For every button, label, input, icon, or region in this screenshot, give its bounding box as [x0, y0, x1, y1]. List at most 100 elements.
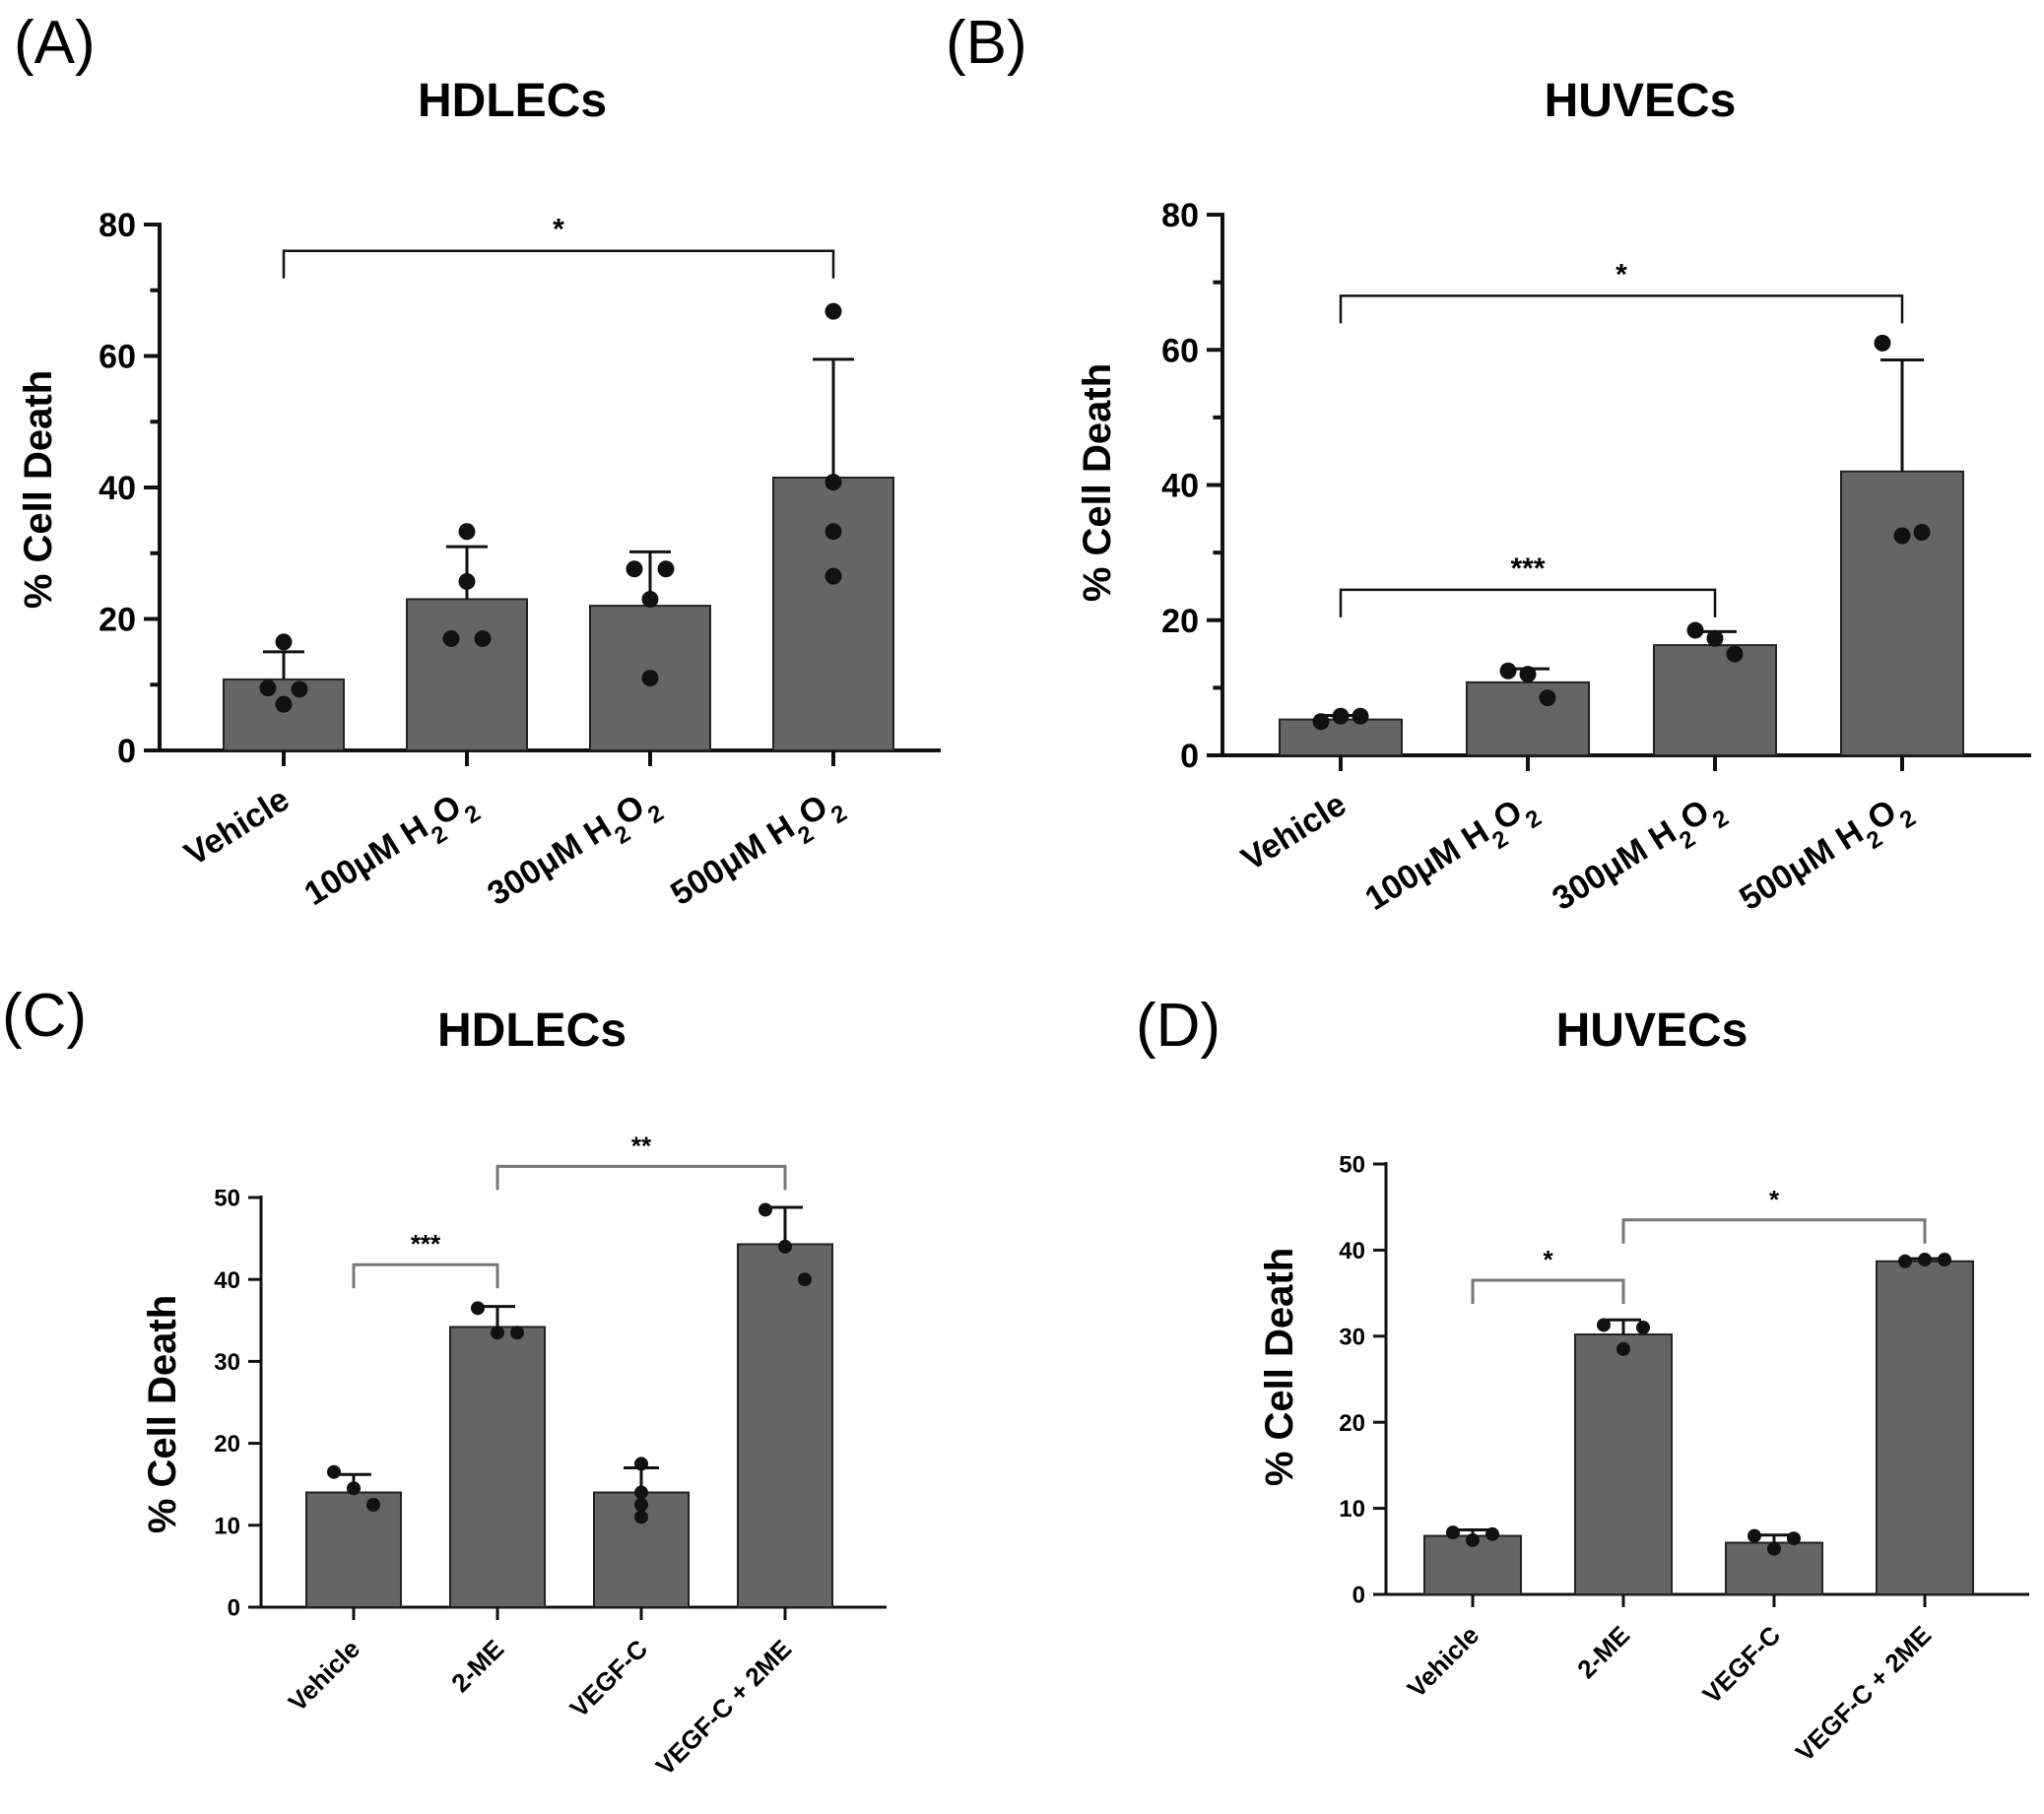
- bar: [305, 1491, 402, 1609]
- data-point: [824, 474, 842, 491]
- panel-a: (A) HDLECs % Cell Death 0 20 40 60 80 Vehicle…: [14, 9, 941, 923]
- data-point: [1898, 1254, 1912, 1268]
- chart-title: HUVECs: [1545, 75, 1737, 127]
- data-point: [1874, 334, 1891, 352]
- data-point: [824, 523, 842, 541]
- data-point: [1446, 1525, 1460, 1540]
- y-tick-label: 40: [1161, 468, 1199, 505]
- data-point: [510, 1326, 524, 1340]
- x-tick-label: 100μM H2O2: [1358, 786, 1546, 928]
- bar: [772, 476, 894, 751]
- y-tick-label: 50: [214, 1186, 240, 1212]
- x-tick-label: Vehicle: [283, 1634, 366, 1717]
- data-point: [275, 633, 293, 651]
- data-point: [458, 523, 476, 541]
- data-point: [641, 590, 659, 608]
- x-tick-label: VEGF-C: [1697, 1620, 1787, 1710]
- data-point: [1636, 1321, 1650, 1335]
- data-point: [366, 1498, 380, 1512]
- data-point: [1519, 666, 1537, 683]
- x-tick-label: VEGF-C + 2ME: [1790, 1620, 1937, 1767]
- panel-letter: (D): [1136, 992, 1220, 1060]
- data-point: [1918, 1253, 1932, 1267]
- y-tick-label: 30: [214, 1349, 240, 1376]
- significance-label: *: [1543, 1245, 1553, 1274]
- panel-c: (C) HDLECs % Cell Death 0 10 20 30 40 50 Vehic…: [2, 982, 887, 1781]
- y-tick-label: 60: [1161, 332, 1199, 369]
- panel-letter: (C): [2, 982, 87, 1050]
- x-tick-label: Vehicle: [178, 781, 297, 874]
- x-tick-label: 100μM H2O2: [297, 781, 485, 923]
- data-point: [641, 670, 659, 687]
- y-tick-label: 40: [1339, 1238, 1365, 1264]
- significance-bracket: [352, 1263, 499, 1289]
- y-axis-label: % Cell Death: [17, 370, 60, 609]
- data-point: [1616, 1341, 1630, 1356]
- x-tick-label: VEGF-C: [564, 1634, 654, 1723]
- y-tick-label: 10: [214, 1513, 240, 1539]
- data-point: [824, 302, 842, 320]
- data-point: [1938, 1253, 1951, 1267]
- data-point: [1686, 621, 1704, 639]
- data-point: [1767, 1541, 1781, 1556]
- y-tick-label: 20: [1161, 603, 1199, 640]
- data-point: [634, 1498, 648, 1512]
- data-point: [471, 1301, 485, 1316]
- data-point: [442, 630, 460, 648]
- bar: [1876, 1260, 1974, 1595]
- significance-bracket: [1339, 294, 1904, 324]
- bar: [1574, 1333, 1673, 1595]
- data-point: [626, 560, 643, 578]
- data-point: [1352, 707, 1369, 725]
- y-tick-label: 20: [214, 1431, 240, 1458]
- data-point: [1312, 713, 1330, 731]
- panel-letter: (A): [14, 9, 96, 77]
- panel-b: (B) HUVECs % Cell Death 0 20 40 60 80 Vehicle…: [946, 9, 2031, 928]
- data-point: [474, 630, 492, 648]
- data-point: [634, 1457, 648, 1471]
- significance-bracket: [1339, 588, 1717, 617]
- x-tick-label: Vehicle: [1235, 786, 1353, 878]
- y-tick-label: 80: [1161, 197, 1199, 234]
- y-tick-label: 0: [1352, 1583, 1365, 1609]
- data-point: [1913, 524, 1931, 542]
- y-tick-label: 0: [1180, 738, 1199, 775]
- bar: [1279, 718, 1403, 756]
- data-point: [491, 1326, 504, 1340]
- data-point: [824, 567, 842, 585]
- data-point: [657, 560, 675, 578]
- y-tick-label: 60: [99, 339, 136, 376]
- x-tick-label: 300μM H2O2: [1546, 786, 1733, 928]
- chart-title: HDLECs: [437, 1004, 626, 1057]
- y-tick-label: 0: [117, 733, 136, 770]
- bar: [406, 598, 528, 751]
- significance-bracket: [1621, 1218, 1927, 1244]
- y-axis-label: % Cell Death: [141, 1295, 184, 1533]
- y-tick-label: 40: [214, 1267, 240, 1294]
- significance-bracket: [1471, 1278, 1625, 1304]
- panel-letter: (B): [946, 9, 1027, 77]
- data-point: [1539, 689, 1556, 707]
- data-point: [1747, 1528, 1761, 1543]
- data-point: [347, 1481, 361, 1496]
- y-tick-label: 20: [99, 602, 136, 639]
- y-tick-label: 10: [1339, 1496, 1365, 1522]
- x-tick-label: Vehicle: [1402, 1620, 1485, 1704]
- data-point: [291, 680, 308, 698]
- y-tick-label: 30: [1339, 1324, 1365, 1350]
- y-tick-label: 50: [1339, 1152, 1365, 1179]
- y-tick-label: 0: [228, 1595, 240, 1622]
- bar: [737, 1243, 833, 1608]
- data-point: [1597, 1318, 1611, 1332]
- y-tick-label: 40: [99, 470, 136, 507]
- significance-bracket: [495, 1164, 787, 1191]
- data-point: [1787, 1531, 1801, 1546]
- data-point: [259, 680, 277, 697]
- significance-label: *: [553, 214, 564, 246]
- bar: [1466, 680, 1590, 757]
- data-point: [1706, 629, 1724, 647]
- significance-label: **: [631, 1131, 652, 1160]
- y-axis-label: % Cell Death: [1076, 363, 1119, 602]
- x-tick-label: 500μM H2O2: [664, 781, 851, 923]
- y-tick-label: 20: [1339, 1410, 1365, 1437]
